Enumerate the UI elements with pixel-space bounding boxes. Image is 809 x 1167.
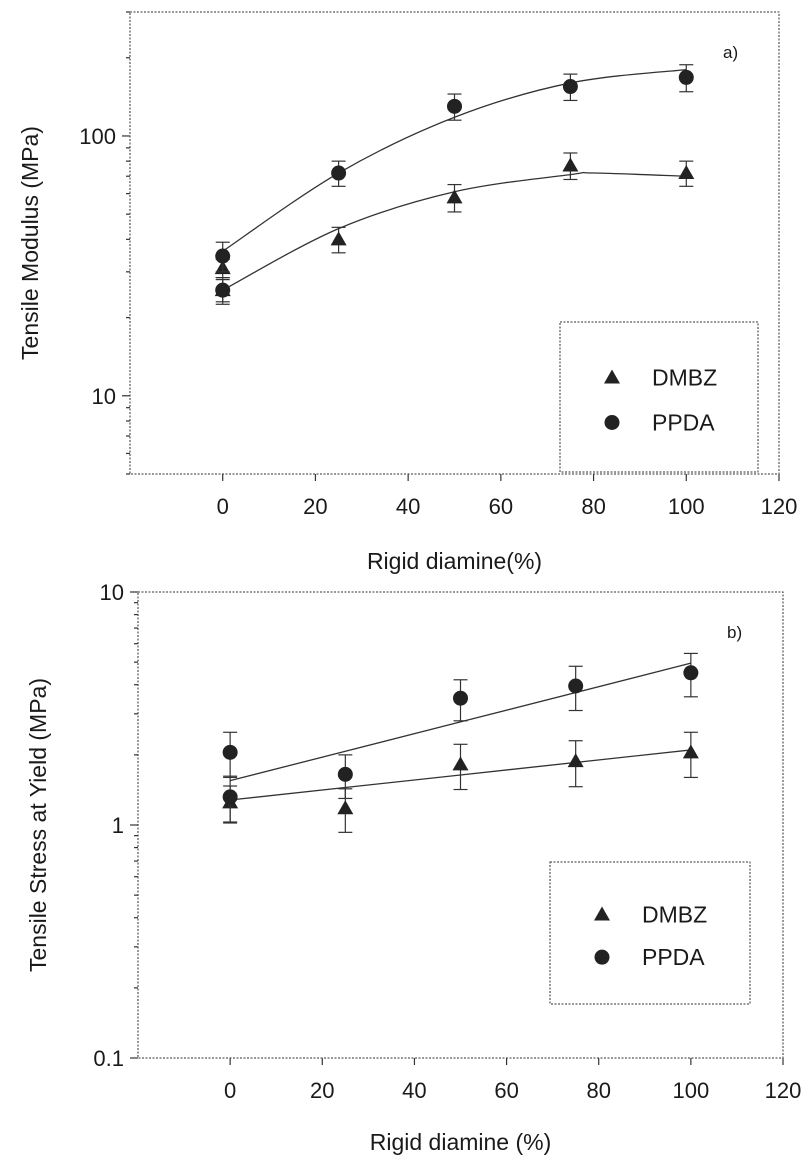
panel-a-x-tick-label: 0 — [217, 494, 229, 519]
panel-a-x-tick-label: 20 — [303, 494, 327, 519]
panel-a-legend-label-ppda: PPDA — [652, 410, 715, 436]
panel-b-ppda-point — [222, 789, 238, 805]
panel-b-dmbz-point — [567, 753, 584, 768]
panel-a-dmbz-point — [330, 231, 347, 246]
panel-a-x-axis-title: Rigid diamine(%) — [367, 548, 542, 574]
panel-b-x-tick-label: 60 — [494, 1078, 518, 1103]
panel-b-dmbz-point — [682, 744, 699, 759]
panel-a-x-tick-label: 80 — [581, 494, 605, 519]
panel-a-dmbz-point — [446, 189, 463, 204]
panel-b-legend-label-dmbz: DMBZ — [642, 902, 707, 928]
panel-b-legend — [549, 861, 751, 1005]
panel-a-legend-marker-dmbz — [604, 369, 620, 384]
panel-a-legend-marker-ppda — [604, 415, 620, 430]
panel-b-x-tick-label: 120 — [765, 1078, 802, 1103]
panel-b-ppda-point — [337, 766, 353, 782]
panel-a-ppda-point — [331, 165, 347, 181]
panel-b-label: b) — [727, 623, 742, 642]
panel-a-dmbz-fit-line — [222, 171, 687, 291]
panel-b-ppda-point — [568, 678, 584, 694]
panel-b-legend-marker-dmbz — [594, 906, 610, 921]
panel-a-chart: 0 20 40 60 80 100 120 10 100 Rigid diamine(%) Tens… — [17, 11, 798, 574]
panel-b-y-tick-label: 0.1 — [93, 1046, 124, 1071]
panel-a-legend-label-dmbz: DMBZ — [652, 365, 717, 391]
panel-a-ppda-point — [562, 79, 578, 95]
panel-b-x-tick-label: 80 — [586, 1078, 610, 1103]
panel-a-x-tick-label: 120 — [761, 494, 798, 519]
panel-a-legend — [559, 321, 759, 473]
panel-b-x-axis-title: Rigid diamine (%) — [370, 1129, 552, 1155]
panel-b-ppda-fit-line — [229, 662, 692, 782]
panel-b-x-tick-label: 0 — [224, 1078, 236, 1103]
panel-a-y-axis-title: Tensile Modulus (MPa) — [17, 126, 43, 360]
panel-a-y-tick-label: 10 — [92, 384, 116, 409]
panel-a-ppda-point — [215, 248, 231, 264]
panel-b-y-axis-title: Tensile Stress at Yield (MPa) — [25, 678, 51, 972]
panel-b-y-tick-label: 10 — [100, 580, 124, 605]
panel-b-chart: 0 20 40 60 80 100 120 0.1 1 10 Rigid diamine (%) Te… — [25, 580, 801, 1155]
panel-a-x-tick-label: 60 — [489, 494, 513, 519]
panel-a-label: a) — [723, 43, 738, 62]
panel-b-ppda-point — [453, 690, 468, 706]
panel-a-dmbz-point — [678, 165, 695, 180]
panel-b-dmbz-point — [337, 800, 354, 815]
panel-b-legend-label-ppda: PPDA — [642, 944, 705, 970]
panel-b-y-tick-label: 1 — [112, 813, 124, 838]
panel-b-x-tick-label: 20 — [310, 1078, 334, 1103]
panel-a-ppda-point — [447, 98, 462, 114]
panel-a-plot-frame — [129, 11, 780, 475]
panel-b-dmbz-point — [452, 756, 469, 771]
panel-a-x-tick-label: 100 — [668, 494, 705, 519]
panel-a-ppda-point — [678, 69, 694, 85]
panel-b-legend-marker-ppda — [594, 949, 610, 965]
panel-a-x-tick-label: 40 — [396, 494, 420, 519]
panel-a-dmbz-point — [562, 157, 579, 172]
panel-b-ppda-point — [222, 744, 238, 760]
panel-b-ppda-point — [683, 665, 699, 681]
panel-b-x-tick-label: 40 — [402, 1078, 426, 1103]
panel-a-ppda-point — [215, 282, 231, 298]
panel-a-y-tick-label: 100 — [79, 124, 116, 149]
panel-b-x-tick-label: 100 — [672, 1078, 709, 1103]
